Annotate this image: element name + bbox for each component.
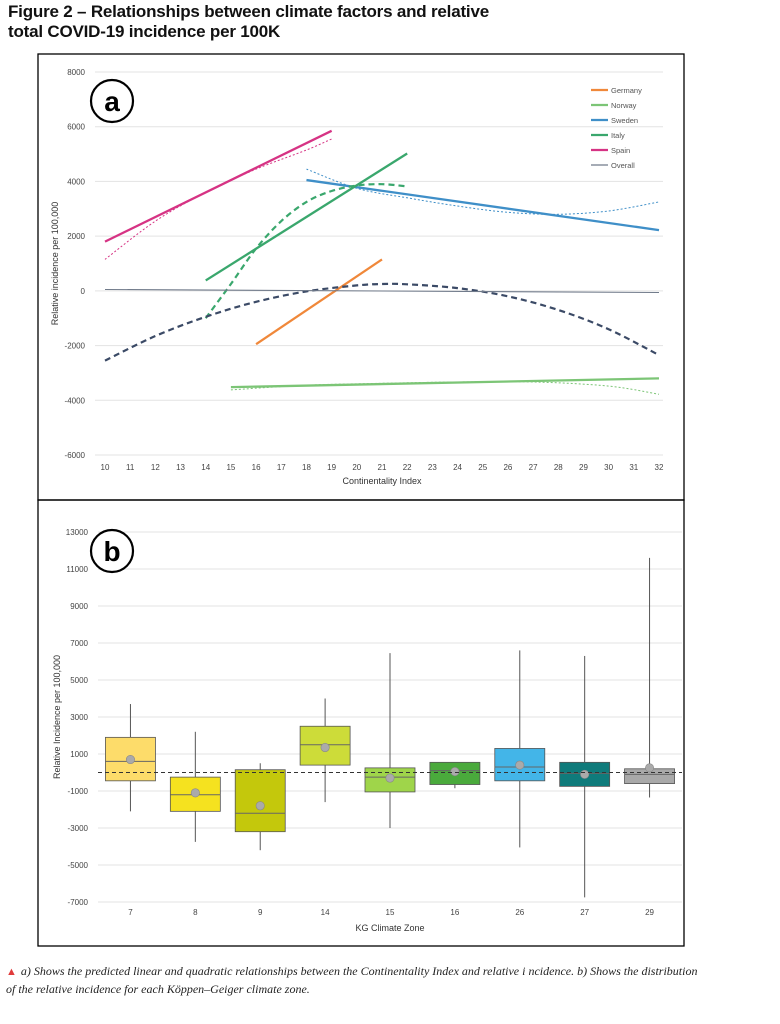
panel-a-x-tick-label: 10 (101, 463, 110, 472)
panel-b-x-tick-label: 26 (515, 908, 524, 917)
figure-chart: -6000 -4000 -2000 0 2000 4000 6000 8000 10 11 12 13… (37, 53, 685, 947)
legend-label-sweden: Sweden (611, 116, 638, 125)
panel-a-x-tick-label: 13 (176, 463, 185, 472)
box-7-mean-marker (125, 755, 135, 765)
panel-a-y-axis-label: Relative incidence per 100,000 (50, 202, 60, 326)
box-14 (299, 725, 351, 766)
panel-a-y-tick-label: 0 (81, 287, 86, 296)
box-8-mean-marker (190, 788, 200, 798)
panel-a-y-tick-label: 6000 (67, 123, 85, 132)
legend-label-germany: Germany (611, 86, 642, 95)
legend-label-spain: Spain (611, 146, 630, 155)
panel-b-x-tick-label: 15 (386, 908, 395, 917)
panel-a-y-tick-label: 4000 (67, 177, 85, 186)
box-9-mean-marker (255, 801, 265, 811)
panel-a-label: a (104, 86, 120, 117)
panel-a-x-tick-label: 21 (378, 463, 387, 472)
legend-label-norway: Norway (611, 101, 637, 110)
series-sweden-linear (306, 178, 660, 232)
panel-b-y-tick-label: 5000 (70, 676, 88, 685)
box-27-mean-marker (580, 769, 590, 779)
panel-a-x-tick-label: 29 (579, 463, 588, 472)
series-sweden-quadratic (306, 168, 660, 215)
panel-b-y-tick-label: 9000 (70, 602, 88, 611)
panel-a-x-tick-label: 28 (554, 463, 563, 472)
panel-b-y-tick-label: -5000 (68, 861, 89, 870)
panel-a-y-tick-label: -4000 (65, 396, 86, 405)
panel-b-y-tick-label: 13000 (66, 528, 89, 537)
panel-a-x-tick-label: 14 (201, 463, 210, 472)
series-spain-quadratic (104, 138, 332, 260)
panel-b-y-axis-label: Relative Incidence per 100,000 (52, 655, 62, 779)
panel-b-y-tick-label: 11000 (66, 565, 88, 574)
panel-a-x-tick-label: 31 (629, 463, 638, 472)
caption-text: a) Shows the predicted linear and quadra… (6, 964, 698, 996)
legend-label-italy: Italy (611, 131, 625, 140)
panel-a-y-tick-label: 2000 (67, 232, 85, 241)
panel-a-x-tick-label: 26 (503, 463, 512, 472)
panel-b-label-badge (89, 528, 135, 574)
panel-b-y-tick-label: -3000 (68, 824, 89, 833)
panel-a-frame (37, 53, 685, 501)
panel-a-x-tick-label: 30 (604, 463, 613, 472)
panel-b-x-tick-label: 27 (580, 908, 589, 917)
panel-a-x-axis-label: Continentality Index (342, 476, 422, 486)
panel-a-x-tick-label: 18 (302, 463, 311, 472)
caption-marker-icon: ▲ (6, 966, 17, 978)
panel-b-x-tick-label: 29 (645, 908, 654, 917)
box-26-mean-marker (515, 760, 525, 770)
panel-a-x-tick-label: 32 (655, 463, 664, 472)
panel-b-y-tick-label: -1000 (68, 787, 89, 796)
panel-b-x-tick-label: 7 (128, 908, 133, 917)
box-15-mean-marker (385, 773, 395, 783)
series-norway-linear (230, 377, 660, 389)
panel-b-y-tick-label: 7000 (70, 639, 88, 648)
panel-a-x-tick-label: 16 (252, 463, 261, 472)
panel-a-x-tick-label: 22 (403, 463, 412, 472)
panel-a-x-tick-label: 17 (277, 463, 286, 472)
series-overall-quadratic (104, 282, 660, 362)
panel-a-x-tick-label: 19 (327, 463, 336, 472)
figure-title: Figure 2 – Relationships between climate… (8, 2, 489, 41)
panel-a-x-tick-label: 20 (352, 463, 361, 472)
panel-b-frame (37, 499, 685, 947)
panel-a-x-tick-label: 11 (126, 463, 135, 472)
box-29-mean-marker (645, 763, 655, 773)
panel-a-x-tick-label: 12 (151, 463, 160, 472)
panel-a-label-badge (89, 78, 135, 124)
panel-b-y-tick-label: -7000 (68, 898, 89, 907)
series-germany-linear (255, 258, 383, 346)
panel-b-label: b (103, 536, 120, 567)
panel-b-x-tick-label: 16 (450, 908, 459, 917)
legend-label-overall: Overall (611, 161, 635, 170)
series-italy-linear (205, 152, 408, 282)
panel-a-x-tick-label: 27 (529, 463, 538, 472)
panel-b-y-tick-label: 3000 (70, 713, 88, 722)
figure-caption: ▲ a) Shows the predicted linear and quadr… (6, 963, 706, 998)
box-9 (234, 769, 286, 833)
series-spain-linear (104, 129, 333, 243)
panel-b-y-tick-label: 1000 (70, 750, 88, 759)
panel-a-x-tick-label: 25 (478, 463, 487, 472)
series-italy-quadratic (204, 183, 408, 319)
panel-b-x-tick-label: 8 (193, 908, 198, 917)
series-norway-quadratic (230, 381, 660, 395)
panel-b-x-tick-label: 9 (258, 908, 263, 917)
series-overall-linear (104, 288, 660, 294)
panel-a-x-tick-label: 24 (453, 463, 462, 472)
panel-a-x-tick-label: 15 (226, 463, 235, 472)
panel-a-y-tick-label: 8000 (67, 68, 85, 77)
panel-b-x-tick-label: 14 (321, 908, 330, 917)
panel-a-y-tick-label: -6000 (65, 451, 86, 460)
box-14-mean-marker (320, 743, 330, 753)
panel-a-y-tick-label: -2000 (65, 342, 86, 351)
panel-a-x-tick-label: 23 (428, 463, 437, 472)
panel-b-x-axis-label: KG Climate Zone (355, 923, 424, 933)
box-16-mean-marker (450, 767, 460, 777)
